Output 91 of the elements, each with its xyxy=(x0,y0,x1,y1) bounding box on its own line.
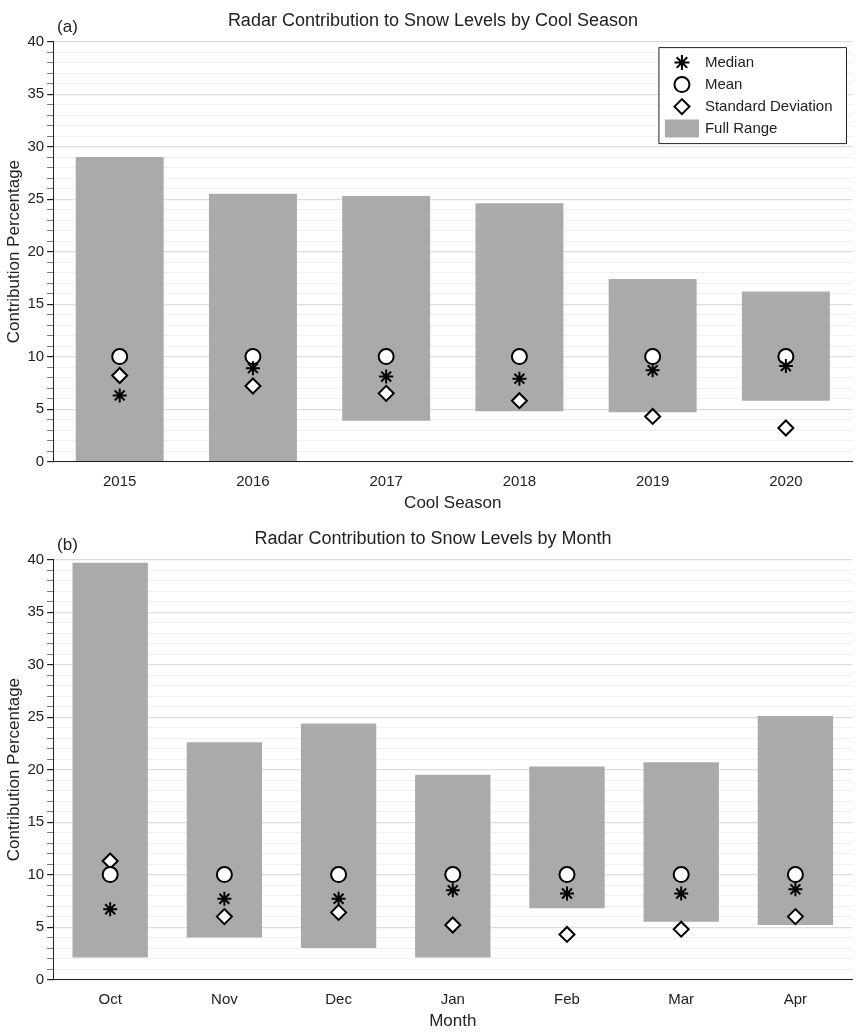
point xyxy=(787,881,804,898)
point xyxy=(244,377,262,395)
bar xyxy=(75,157,164,461)
point xyxy=(444,882,461,899)
point xyxy=(510,392,528,410)
y-axis-title: Contribution Percentage xyxy=(3,159,23,344)
y-tick-label: 0 xyxy=(35,969,45,987)
x-tick-label: Nov xyxy=(211,989,239,1007)
text: (a) xyxy=(57,16,78,36)
point xyxy=(215,908,233,926)
y-tick-label: 35 xyxy=(27,602,45,620)
bar xyxy=(529,766,605,909)
point xyxy=(558,925,576,943)
bar xyxy=(186,742,263,938)
point xyxy=(644,348,662,366)
point xyxy=(777,358,794,375)
x-tick-label: 2016 xyxy=(236,471,270,489)
y-tick-label: 40 xyxy=(27,31,45,49)
bar xyxy=(475,203,564,412)
y-tick-label: 20 xyxy=(27,759,45,777)
point xyxy=(786,908,804,926)
legend-label: Mean xyxy=(704,74,743,92)
legend-label: Standard Deviation xyxy=(704,96,833,114)
y-tick-label: 20 xyxy=(27,241,45,259)
point xyxy=(102,901,119,918)
y-tick-label: 35 xyxy=(27,84,45,102)
x-tick-label: 2015 xyxy=(103,471,137,489)
y-tick-label: 0 xyxy=(35,451,45,469)
point xyxy=(330,890,347,907)
point xyxy=(644,362,661,379)
y-tick-label: 25 xyxy=(27,707,45,725)
y-tick-label: 30 xyxy=(27,136,45,154)
y-tick-label: 10 xyxy=(27,346,45,364)
point xyxy=(673,885,690,902)
point xyxy=(244,348,262,366)
point xyxy=(672,920,690,938)
point xyxy=(444,916,462,934)
point xyxy=(111,348,129,366)
x-tick-label: Oct xyxy=(98,989,123,1007)
y-tick-label: 5 xyxy=(35,399,45,417)
bar xyxy=(757,716,834,925)
x-tick-label: Mar xyxy=(668,989,695,1007)
x-tick-label: 2017 xyxy=(369,471,403,489)
chart-title: Radar Contribution to Snow Levels by Month xyxy=(254,527,612,548)
point xyxy=(111,387,128,404)
y-tick-label: 15 xyxy=(27,812,45,830)
point xyxy=(377,384,395,402)
point xyxy=(330,866,348,884)
x-tick-label: Dec xyxy=(325,989,353,1007)
x-tick-label: Apr xyxy=(783,989,808,1007)
bar xyxy=(643,762,719,922)
bar xyxy=(608,278,697,413)
bar xyxy=(741,291,830,401)
point xyxy=(672,866,690,884)
legend-label: Median xyxy=(704,52,755,70)
x-tick-label: 2020 xyxy=(769,471,803,489)
point xyxy=(377,348,395,366)
point xyxy=(101,866,119,884)
x-tick-label: 2018 xyxy=(502,471,537,489)
point xyxy=(510,348,528,366)
text: (b) xyxy=(57,534,78,554)
y-tick-label: 15 xyxy=(27,294,45,312)
bar xyxy=(208,193,297,461)
point xyxy=(330,903,348,921)
x-tick-label: 2019 xyxy=(635,471,670,489)
x-axis-title: Month xyxy=(429,1011,477,1031)
point xyxy=(216,890,233,907)
y-tick-label: 5 xyxy=(35,917,45,935)
y-tick-label: 30 xyxy=(27,654,45,672)
bar xyxy=(415,774,491,958)
y-tick-label: 40 xyxy=(27,549,45,567)
y-axis-title: Contribution Percentage xyxy=(3,677,23,862)
point xyxy=(558,885,575,902)
point xyxy=(215,866,233,884)
y-tick-label: 10 xyxy=(27,864,45,882)
point xyxy=(444,866,462,884)
x-tick-label: Jan xyxy=(440,989,465,1007)
point xyxy=(511,370,528,387)
x-tick-label: Feb xyxy=(554,989,580,1007)
point xyxy=(244,360,261,377)
point xyxy=(558,866,576,884)
legend-label: Full Range xyxy=(704,118,778,136)
point xyxy=(786,866,804,884)
point xyxy=(378,368,395,385)
bar xyxy=(342,195,431,421)
bar xyxy=(72,562,148,958)
x-axis-title: Cool Season xyxy=(404,493,502,513)
point xyxy=(111,367,129,384)
chart-title: Radar Contribution to Snow Levels by Cool Season xyxy=(227,9,639,30)
bar xyxy=(300,723,377,949)
y-tick-label: 25 xyxy=(27,189,45,207)
